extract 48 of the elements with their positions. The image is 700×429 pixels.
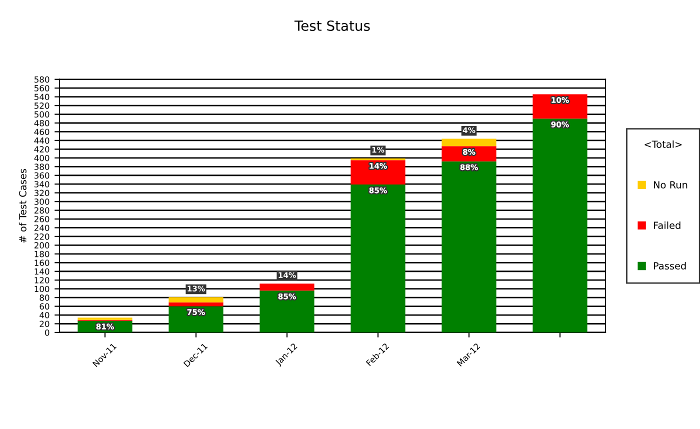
y-tick-label: 160	[34, 260, 50, 266]
y-tick-label: 580	[34, 76, 50, 83]
legend-label: Failed	[654, 221, 680, 229]
y-tick-label: 380	[34, 164, 50, 170]
bar	[350, 184, 406, 332]
y-tick-label: 140	[34, 268, 50, 275]
legend-title: <Total>	[644, 140, 682, 148]
chart-title: Test Status	[294, 20, 370, 31]
bar	[168, 302, 224, 306]
y-tick-label: 300	[34, 198, 50, 205]
bar	[350, 160, 406, 185]
y-tick-label: 60	[40, 303, 50, 310]
bar	[168, 306, 224, 332]
y-tick-label: 260	[34, 216, 50, 222]
y-tick-label: 320	[34, 190, 50, 196]
legend-label: Passed	[654, 262, 686, 270]
y-tick-label: 20	[40, 320, 50, 328]
bar	[442, 146, 496, 162]
legend-label: No Run	[654, 181, 688, 188]
y-tick-label: 460	[34, 128, 50, 136]
bar	[532, 94, 588, 119]
bar	[532, 118, 588, 332]
y-tick-label: 420	[34, 146, 50, 152]
y-tick-label: 40	[40, 312, 50, 318]
y-axis-title: # of Test Cases	[18, 169, 26, 243]
y-tick-label: 280	[34, 207, 50, 214]
bar	[260, 284, 314, 291]
y-tick-label: 540	[34, 94, 50, 100]
y-tick-label: 560	[34, 85, 50, 92]
bar	[442, 161, 496, 332]
bar	[260, 290, 314, 332]
y-tick-label: 400	[34, 154, 50, 162]
y-tick-label: 180	[34, 250, 50, 258]
y-tick-label: 0	[45, 329, 50, 336]
y-tick-label: 240	[34, 224, 50, 232]
y-tick-label: 220	[34, 233, 50, 240]
y-tick-label: 100	[34, 286, 50, 292]
bar	[168, 297, 224, 302]
y-tick-label: 520	[34, 102, 50, 109]
y-tick-label: 200	[34, 242, 50, 248]
y-tick-label: 120	[34, 277, 50, 284]
y-tick-label: 440	[34, 137, 50, 144]
y-tick-label: 80	[40, 294, 50, 301]
y-tick-label: 480	[34, 120, 50, 126]
y-tick-label: 500	[34, 111, 50, 118]
y-tick-label: 360	[34, 172, 50, 179]
y-tick-label: 340	[34, 181, 50, 188]
bar	[442, 138, 496, 146]
